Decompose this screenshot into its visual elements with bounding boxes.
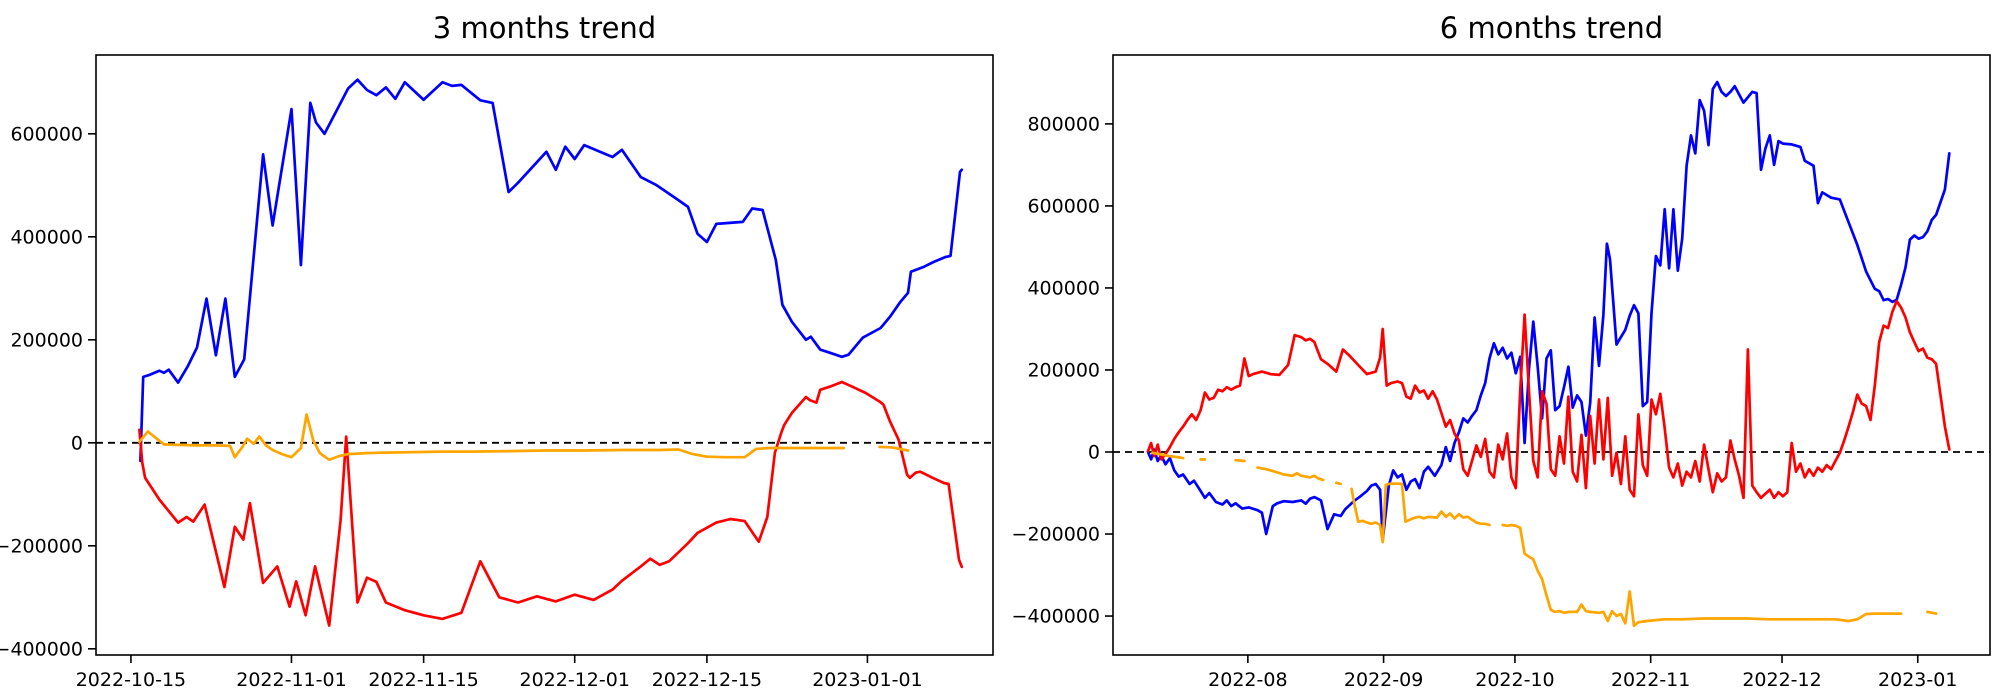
y-tick-label: 800000 bbox=[1027, 113, 1100, 135]
x-tick-label: 2022-12-01 bbox=[520, 669, 630, 691]
y-tick-label: 600000 bbox=[10, 123, 83, 145]
y-tick-label: −200000 bbox=[1012, 523, 1100, 545]
series-line-orange bbox=[1151, 451, 1185, 460]
y-tick-label: 200000 bbox=[10, 329, 83, 351]
x-tick-label: 2022-11 bbox=[1611, 669, 1690, 691]
y-tick-label: 200000 bbox=[1027, 359, 1100, 381]
series-line-blue bbox=[1146, 80, 1951, 542]
series-line-blue bbox=[139, 78, 964, 463]
chart-title: 6 months trend bbox=[1440, 11, 1663, 45]
chart-3-months-trend: 3 months trend 2022-10-15 2022-11-01 2022-1… bbox=[0, 11, 994, 691]
x-tick-label: 2022-08 bbox=[1208, 669, 1287, 691]
x-tick-label: 2022-10-15 bbox=[76, 669, 186, 691]
series-line-orange bbox=[1350, 482, 1491, 544]
x-tick-label: 2022-12-15 bbox=[652, 669, 762, 691]
series-line-orange bbox=[878, 445, 910, 452]
chart-6-months-trend: 6 months trend 2022-08 2022-09 2022-10 2022-… bbox=[1012, 11, 1991, 691]
x-tick-label: 2022-09 bbox=[1344, 669, 1423, 691]
y-tick-label: −400000 bbox=[0, 638, 83, 660]
series-line-orange bbox=[138, 413, 846, 462]
axes-box bbox=[1112, 54, 1991, 656]
x-tick-label: 2022-11-15 bbox=[368, 669, 478, 691]
y-tick-label: −200000 bbox=[0, 535, 83, 557]
y-tick-label: 400000 bbox=[10, 226, 83, 248]
y-tick-label: 0 bbox=[1088, 441, 1100, 463]
y-tick-label: 400000 bbox=[1027, 277, 1100, 299]
axes-box bbox=[95, 54, 994, 656]
series-line-orange bbox=[1234, 458, 1246, 463]
x-tick-label: 2022-12 bbox=[1742, 669, 1821, 691]
series-line-orange bbox=[1256, 466, 1325, 482]
series-line-orange bbox=[1501, 523, 1903, 628]
x-tick-label: 2023-01-01 bbox=[812, 669, 922, 691]
series-line-red bbox=[1146, 299, 1951, 500]
y-tick-label: 0 bbox=[71, 432, 83, 454]
y-tick-label: −400000 bbox=[1012, 605, 1100, 627]
series-line-orange bbox=[1926, 610, 1938, 615]
y-tick-label: 600000 bbox=[1027, 195, 1100, 217]
series-line-orange bbox=[1334, 481, 1343, 486]
series-line-red bbox=[138, 380, 964, 627]
x-tick-label: 2022-11-01 bbox=[236, 669, 346, 691]
chart-title: 3 months trend bbox=[433, 11, 656, 45]
x-tick-label: 2023-01 bbox=[1878, 669, 1957, 691]
x-tick-label: 2022-10 bbox=[1475, 669, 1554, 691]
